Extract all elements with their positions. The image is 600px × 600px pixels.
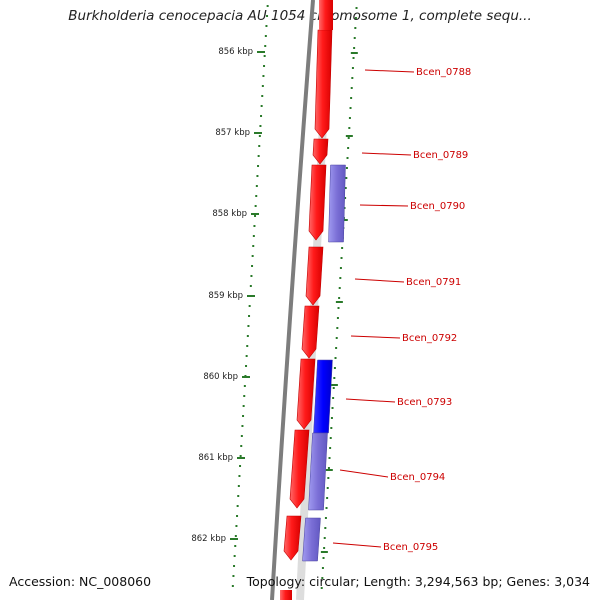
gene-arrow-forward[interactable] [289,429,310,509]
scale-tick-label: 858 kbp [212,209,247,219]
gene-label-leader [361,152,412,156]
gene-label-leader [364,69,415,73]
gene-label[interactable]: Bcen_0790 [410,201,465,212]
gene-arrow-reverse[interactable] [313,359,333,434]
gene-arrow-reverse[interactable] [302,517,321,562]
gene-label[interactable]: Bcen_0794 [390,472,445,483]
gene-arrow-forward[interactable] [308,164,327,241]
gene-label[interactable]: Bcen_0792 [402,333,457,344]
gene-label[interactable]: Bcen_0795 [383,542,438,553]
gene-label-leader [339,469,389,478]
scale-tick-label: 861 kbp [198,453,233,463]
gene-arrow-forward[interactable] [301,305,320,359]
gene-arrow-reverse[interactable] [308,432,328,511]
gene-arrow-forward[interactable] [305,246,324,306]
chromosome-backbone [270,0,315,600]
gene-label-leader [332,542,382,548]
scale-tick-label: 859 kbp [208,291,243,301]
gene-arrow-forward[interactable] [314,29,333,139]
gene-arrow-forward[interactable] [283,515,302,561]
gene-arrow-forward[interactable] [319,0,333,30]
scale-tick-label: 857 kbp [215,128,250,138]
gene-label[interactable]: Bcen_0791 [406,277,461,288]
topology-summary: Topology: circular; Length: 3,294,563 bp… [246,574,590,589]
gene-label-leader [350,335,401,339]
gene-label[interactable]: Bcen_0789 [413,150,468,161]
gene-arrow-forward[interactable] [296,358,316,430]
scale-tick-label: 862 kbp [191,534,226,544]
accession-text: Accession: NC_008060 [9,574,152,589]
scale-tick-label: 860 kbp [203,372,238,382]
gene-label-leader [359,204,409,207]
gene-arrow-reverse[interactable] [328,164,346,243]
gene-arrow-forward[interactable] [312,138,329,165]
gene-label-leader [354,278,405,283]
gene-label-leader [345,398,396,403]
chromosome-title: Burkholderia cenocepacia AU 1054 chromos… [68,8,532,24]
gene-label[interactable]: Bcen_0788 [416,67,471,78]
gene-label[interactable]: Bcen_0793 [397,397,452,408]
gene-arrow-forward[interactable] [280,590,292,600]
scale-tick-label: 856 kbp [218,47,253,57]
